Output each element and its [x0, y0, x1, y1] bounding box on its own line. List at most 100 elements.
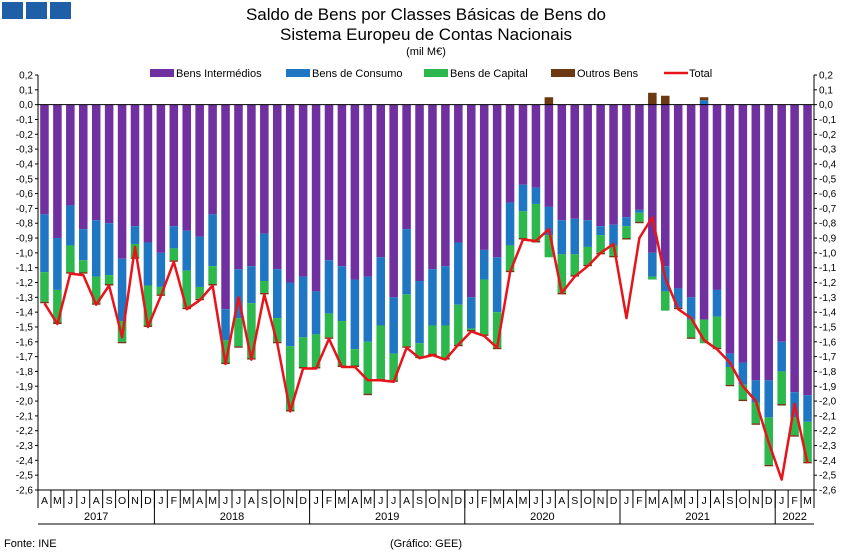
- x-tick-label: J: [624, 495, 629, 507]
- y-tick-label-left: 0,0: [19, 100, 33, 111]
- bar-segment: [751, 402, 761, 424]
- legend-label: Total: [689, 68, 712, 80]
- chart-unit: (mil M€): [406, 46, 446, 58]
- y-tick-label-left: -2,2: [16, 426, 34, 437]
- bar-segment: [324, 260, 334, 314]
- bar-segment: [389, 297, 398, 354]
- bar-segment: [311, 104, 321, 292]
- x-tick-label: J: [546, 495, 551, 507]
- bar-segment: [350, 104, 360, 280]
- bar-segment: [78, 104, 88, 230]
- y-tick-label-right: -1,1: [819, 263, 837, 274]
- x-tick-label: A: [713, 495, 720, 507]
- gee-logo: [2, 2, 71, 19]
- bar-segment: [570, 104, 580, 219]
- bar-segment: [78, 229, 88, 261]
- bar-segment: [91, 220, 101, 277]
- bar-segment: [337, 321, 347, 366]
- x-tick-label: M: [519, 495, 528, 507]
- bar-segment: [441, 266, 450, 326]
- bar-segment: [350, 349, 360, 366]
- bar-segment: [777, 404, 786, 406]
- bar-segment: [260, 104, 269, 234]
- bar-segment: [557, 220, 567, 255]
- bar-segment: [505, 202, 515, 246]
- bar-segment: [337, 104, 347, 267]
- x-tick-label: M: [674, 495, 683, 507]
- bar-segment: [208, 214, 217, 267]
- total-line: [43, 216, 809, 481]
- bar-segment: [803, 421, 812, 462]
- x-tick-label: S: [571, 495, 578, 507]
- bar-segment: [738, 104, 748, 363]
- x-tick-label: S: [726, 495, 733, 507]
- bar-segment: [648, 276, 657, 280]
- x-tick-label: A: [403, 495, 410, 507]
- bar-segment: [725, 384, 735, 387]
- bar-segment: [389, 104, 398, 298]
- bar-segment: [195, 104, 204, 237]
- year-label: 2017: [84, 511, 108, 523]
- bar-segment: [609, 104, 618, 225]
- x-tick-label: J: [68, 495, 73, 507]
- x-tick-label: N: [597, 495, 605, 507]
- bar-segment: [596, 104, 605, 227]
- bar-segment: [803, 104, 812, 396]
- bar-segment: [143, 104, 153, 243]
- legend-label: Bens Intermédios: [176, 68, 262, 80]
- bar-segment: [725, 366, 735, 385]
- bar-segment: [247, 104, 256, 267]
- y-tick-label-right: -2,5: [819, 471, 837, 482]
- bar-segment: [130, 257, 140, 259]
- legend-swatch: [424, 69, 448, 77]
- bar-segment: [790, 417, 799, 436]
- chart-credit: (Gráfico: GEE): [389, 538, 463, 550]
- x-tick-label: F: [791, 495, 797, 507]
- x-tick-label: A: [558, 495, 565, 507]
- bar-segment: [622, 217, 631, 227]
- y-tick-label-left: -1,2: [16, 278, 34, 289]
- bar-segment: [350, 279, 360, 350]
- x-tick-label: N: [131, 495, 139, 507]
- y-tick-label-right: -0,3: [819, 145, 837, 156]
- bar-segment: [91, 276, 101, 304]
- y-tick-label-right: -0,5: [819, 174, 837, 185]
- bar-segment: [518, 104, 528, 185]
- bar-segment: [583, 220, 592, 247]
- bar-segment: [117, 341, 127, 344]
- bar-segment: [660, 291, 670, 311]
- x-tick-label: A: [662, 495, 669, 507]
- legend-swatch: [286, 69, 310, 77]
- legend-label: Outros Bens: [577, 68, 639, 80]
- bar-segment: [777, 341, 786, 372]
- y-tick-label-right: -2,4: [819, 456, 837, 467]
- y-tick-label-right: 0,2: [819, 71, 833, 82]
- x-tick-label: M: [208, 495, 217, 507]
- bar-segment: [221, 104, 230, 310]
- bar-segment: [260, 281, 269, 293]
- bar-segment: [143, 242, 153, 286]
- bar-segment: [686, 319, 696, 338]
- bar-segment: [544, 97, 554, 105]
- x-tick-label: D: [610, 495, 618, 507]
- bar-segment: [699, 100, 709, 105]
- bar-segment: [596, 235, 605, 253]
- bar-segment: [53, 289, 62, 323]
- x-tick-label: M: [363, 495, 372, 507]
- bar-segment: [557, 104, 567, 221]
- y-tick-label-left: -1,5: [16, 322, 34, 333]
- bar-segment: [402, 229, 411, 295]
- logo-block: [50, 2, 71, 19]
- bar-segment: [208, 266, 217, 284]
- bar-segment: [764, 104, 774, 381]
- bar-segment: [454, 104, 463, 243]
- logo-block: [26, 2, 47, 19]
- x-tick-label: O: [739, 495, 747, 507]
- y-tick-label-right: -0,2: [819, 130, 837, 141]
- bar-segment: [660, 95, 670, 105]
- bar-segment: [544, 235, 554, 258]
- x-tick-label: J: [701, 495, 706, 507]
- y-tick-label-right: -1,0: [819, 248, 837, 259]
- x-tick-label: F: [326, 495, 332, 507]
- bar-segment: [492, 257, 502, 313]
